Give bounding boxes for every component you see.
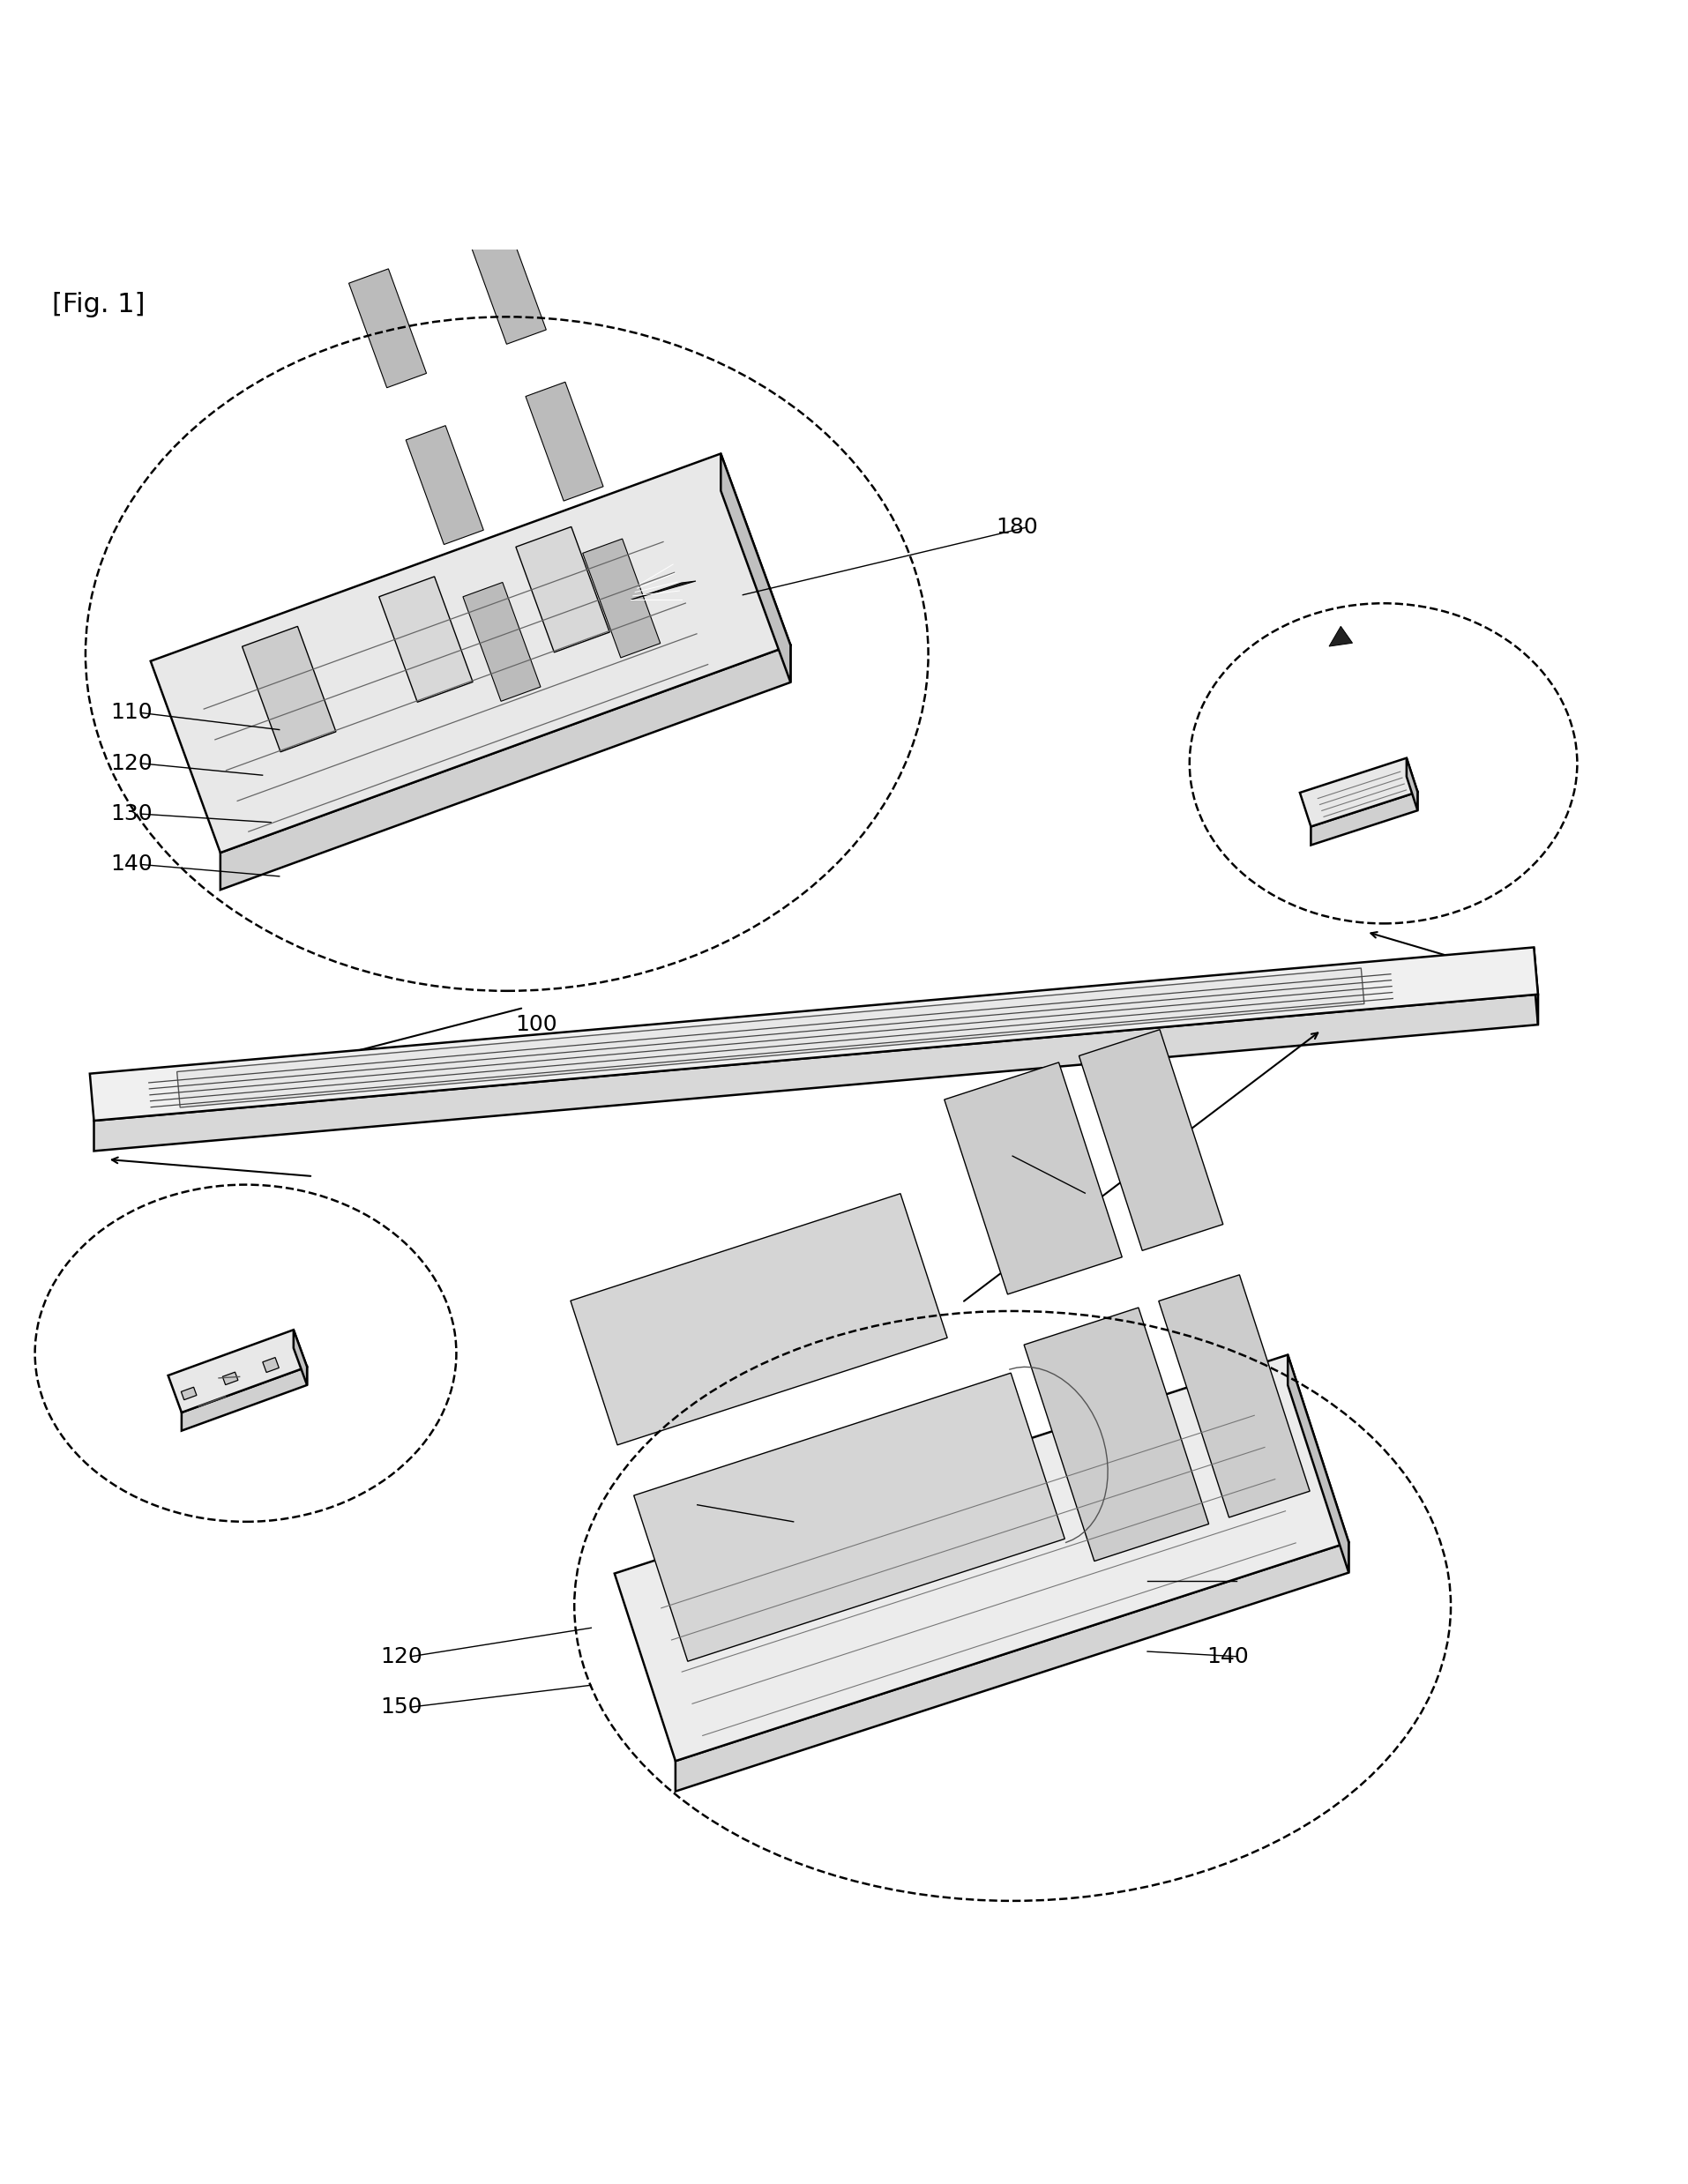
Polygon shape <box>1406 758 1418 810</box>
Text: 100: 100 <box>515 1013 564 1055</box>
Polygon shape <box>517 526 609 653</box>
Polygon shape <box>150 454 790 852</box>
Text: 130: 130 <box>111 804 154 826</box>
Polygon shape <box>614 1354 1349 1760</box>
Polygon shape <box>675 1542 1349 1791</box>
Polygon shape <box>221 644 790 889</box>
Polygon shape <box>405 426 483 544</box>
Polygon shape <box>1158 1275 1310 1518</box>
Polygon shape <box>89 948 1538 1120</box>
Text: 120: 120 <box>380 1647 422 1666</box>
Polygon shape <box>1534 948 1538 1024</box>
Polygon shape <box>582 539 660 657</box>
Polygon shape <box>95 994 1538 1151</box>
Text: 110: 110 <box>667 1494 709 1516</box>
Text: 150: 150 <box>380 1697 422 1717</box>
Text: 120: 120 <box>111 753 154 773</box>
Polygon shape <box>241 627 336 751</box>
Polygon shape <box>1025 1308 1209 1562</box>
Polygon shape <box>263 1358 279 1372</box>
Polygon shape <box>181 1387 196 1400</box>
Text: 140: 140 <box>111 854 154 876</box>
Text: 140: 140 <box>1207 1647 1249 1666</box>
Text: 180: 180 <box>996 518 1038 537</box>
Polygon shape <box>380 577 473 701</box>
Polygon shape <box>944 1061 1123 1295</box>
Polygon shape <box>169 1330 307 1413</box>
Polygon shape <box>631 581 695 601</box>
Polygon shape <box>1300 758 1418 826</box>
Polygon shape <box>223 1372 238 1385</box>
Polygon shape <box>571 1195 947 1446</box>
Polygon shape <box>1079 1029 1224 1251</box>
Text: [Fig. 1]: [Fig. 1] <box>52 290 145 317</box>
Text: 110: 110 <box>111 703 154 723</box>
Polygon shape <box>1312 793 1418 845</box>
Polygon shape <box>463 583 540 701</box>
Polygon shape <box>1288 1354 1349 1572</box>
Text: 180: 180 <box>1055 1182 1097 1203</box>
Polygon shape <box>182 1367 307 1431</box>
Polygon shape <box>349 269 427 389</box>
Polygon shape <box>294 1330 307 1385</box>
Polygon shape <box>469 225 547 345</box>
Polygon shape <box>525 382 603 500</box>
Polygon shape <box>177 968 1364 1107</box>
Polygon shape <box>633 1374 1065 1662</box>
Polygon shape <box>721 454 790 681</box>
Polygon shape <box>1328 627 1352 646</box>
Text: 130: 130 <box>1207 1570 1249 1592</box>
